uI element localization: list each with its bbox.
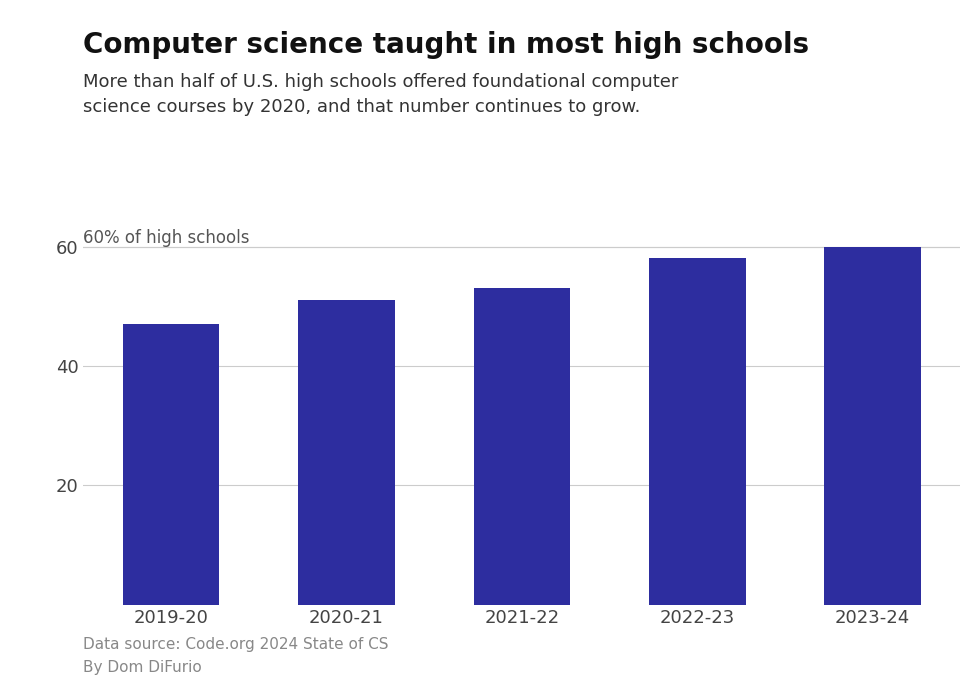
Bar: [122, 324, 220, 605]
Text: 60% of high schools: 60% of high schools: [83, 229, 250, 247]
Text: More than half of U.S. high schools offered foundational computer
science course: More than half of U.S. high schools offe…: [83, 73, 679, 117]
Text: Data source: Code.org 2024 State of CS
By Dom DiFurio: Data source: Code.org 2024 State of CS B…: [83, 637, 389, 675]
Bar: [298, 301, 395, 605]
Bar: [473, 288, 570, 605]
Bar: [649, 259, 746, 605]
Bar: [824, 247, 921, 605]
Text: Computer science taught in most high schools: Computer science taught in most high sch…: [83, 31, 809, 59]
